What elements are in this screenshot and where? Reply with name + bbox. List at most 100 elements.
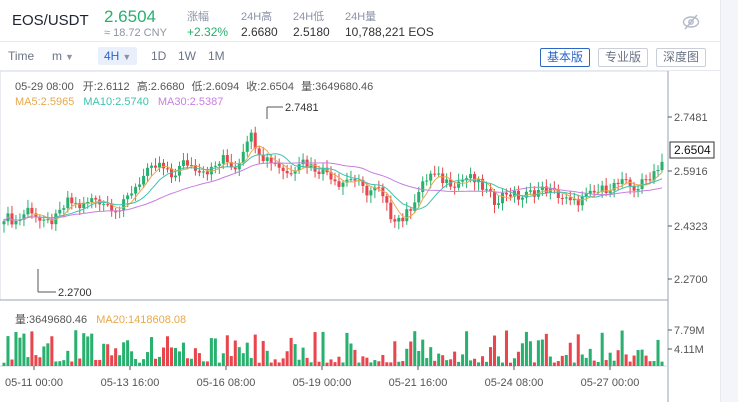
depth-chart-button[interactable]: 深度图 <box>656 48 707 67</box>
candle-body <box>78 202 82 209</box>
candle-body <box>568 197 572 201</box>
volume-bar <box>74 330 78 366</box>
info-vol: 3649680.46 <box>315 81 373 93</box>
volume-bar <box>6 336 10 366</box>
candlestick-chart[interactable]: 2.7481 2.5916 2.4323 2.2700 7.79M 4.11M 05-11… <box>0 71 720 402</box>
volume-bar <box>197 353 201 366</box>
volume-bar <box>50 336 54 366</box>
volume-bar <box>213 338 217 366</box>
ticker-bar: EOS/USDT 2.6504 ≈ 18.72 CNY 涨幅 +2.32% 24… <box>0 0 720 42</box>
volume-bar <box>185 358 189 366</box>
volume-bar <box>556 361 560 366</box>
volume-bar <box>473 358 477 366</box>
volume-bar <box>385 362 389 366</box>
volume-bar <box>325 362 329 366</box>
interval-dropdown[interactable]: 4H ▼ <box>98 47 138 65</box>
candle-body <box>285 171 289 174</box>
candle-body <box>353 179 357 181</box>
candle-body <box>540 186 544 191</box>
candle-body <box>620 179 624 184</box>
y-tick-label: 2.7481 <box>674 112 708 124</box>
candle-body <box>50 219 54 225</box>
candle-body <box>189 165 193 167</box>
volume-bar <box>465 331 469 366</box>
volume-legend: 量:3649680.46 MA20:1418608.08 <box>15 313 186 326</box>
high-label: 24H高 <box>241 11 273 23</box>
time-button[interactable]: Time <box>8 49 35 63</box>
volume-bar <box>616 350 620 366</box>
candle-body <box>10 213 14 225</box>
volume-bar <box>437 353 441 366</box>
volume-bar <box>10 359 14 366</box>
candle-body <box>648 179 652 181</box>
candle-body <box>453 186 457 188</box>
candle-body <box>213 165 217 167</box>
volume-bar <box>361 356 365 366</box>
price-plot-area[interactable] <box>0 71 669 301</box>
volume-bar <box>134 359 138 366</box>
ma30-line <box>3 162 663 222</box>
volume-bar <box>552 362 556 366</box>
volume-bar <box>612 360 616 366</box>
volume-bar <box>46 343 50 366</box>
volume-bar <box>377 361 381 366</box>
eye-off-icon[interactable] <box>682 14 700 30</box>
interval-1w[interactable]: 1W <box>178 49 196 63</box>
high-value: 2.6680 <box>241 25 278 39</box>
candle-body <box>588 190 592 194</box>
volume-bar <box>588 348 592 366</box>
y-tick-label: 2.4323 <box>674 221 708 233</box>
candle-body <box>405 209 409 222</box>
candle-body <box>173 175 177 178</box>
minute-dropdown[interactable]: m ▼ <box>52 49 74 63</box>
volume-bar <box>421 339 425 366</box>
y-tick-label: 2.5916 <box>674 166 708 178</box>
candle-body <box>636 189 640 191</box>
volume-bar <box>652 361 656 366</box>
volume-bar <box>572 362 576 366</box>
volume-bar <box>161 347 166 366</box>
candle-body <box>209 166 213 175</box>
candle-body <box>221 155 225 164</box>
volume-bar <box>636 350 640 366</box>
volume-bar <box>277 362 281 366</box>
volume-bar <box>441 355 445 366</box>
candle-body <box>249 132 253 142</box>
volume-bar <box>305 357 309 366</box>
low-value: 2.5180 <box>293 25 330 39</box>
volume-bar <box>481 356 485 366</box>
candle-body <box>624 179 628 181</box>
candle-body <box>265 157 269 161</box>
candle-body <box>576 198 580 206</box>
volume-bar <box>417 350 421 366</box>
volume-bar <box>401 361 405 366</box>
pair-name[interactable]: EOS/USDT <box>12 12 89 29</box>
candle-body <box>142 175 146 185</box>
x-tick-label: 05-19 00:00 <box>293 377 352 389</box>
basic-view-button[interactable]: 基本版 <box>540 48 591 67</box>
volume-bar <box>568 342 572 366</box>
candle-body <box>301 159 305 165</box>
interval-1d[interactable]: 1D <box>151 49 167 63</box>
volume-bar <box>189 358 193 366</box>
candle-body <box>317 171 321 175</box>
volume-bar <box>62 360 66 366</box>
candle-body <box>441 173 445 184</box>
pro-view-button[interactable]: 专业版 <box>598 48 649 67</box>
info-high: 2.6680 <box>151 81 185 93</box>
volume-bar <box>293 344 297 366</box>
candle-body <box>520 197 524 200</box>
vertical-scrollbar[interactable] <box>720 0 738 402</box>
volume-bar <box>512 358 516 366</box>
volume-bar <box>169 347 174 366</box>
candle-body <box>289 173 293 175</box>
candle-body <box>42 219 46 221</box>
volume-bar <box>257 362 261 366</box>
volume-bar <box>620 330 624 366</box>
volume-bar <box>26 357 30 366</box>
candle-body <box>181 160 185 166</box>
volume-bar <box>624 354 628 366</box>
interval-1m[interactable]: 1M <box>208 49 225 63</box>
candle-body <box>401 217 405 222</box>
x-tick-label: 05-16 08:00 <box>197 377 256 389</box>
